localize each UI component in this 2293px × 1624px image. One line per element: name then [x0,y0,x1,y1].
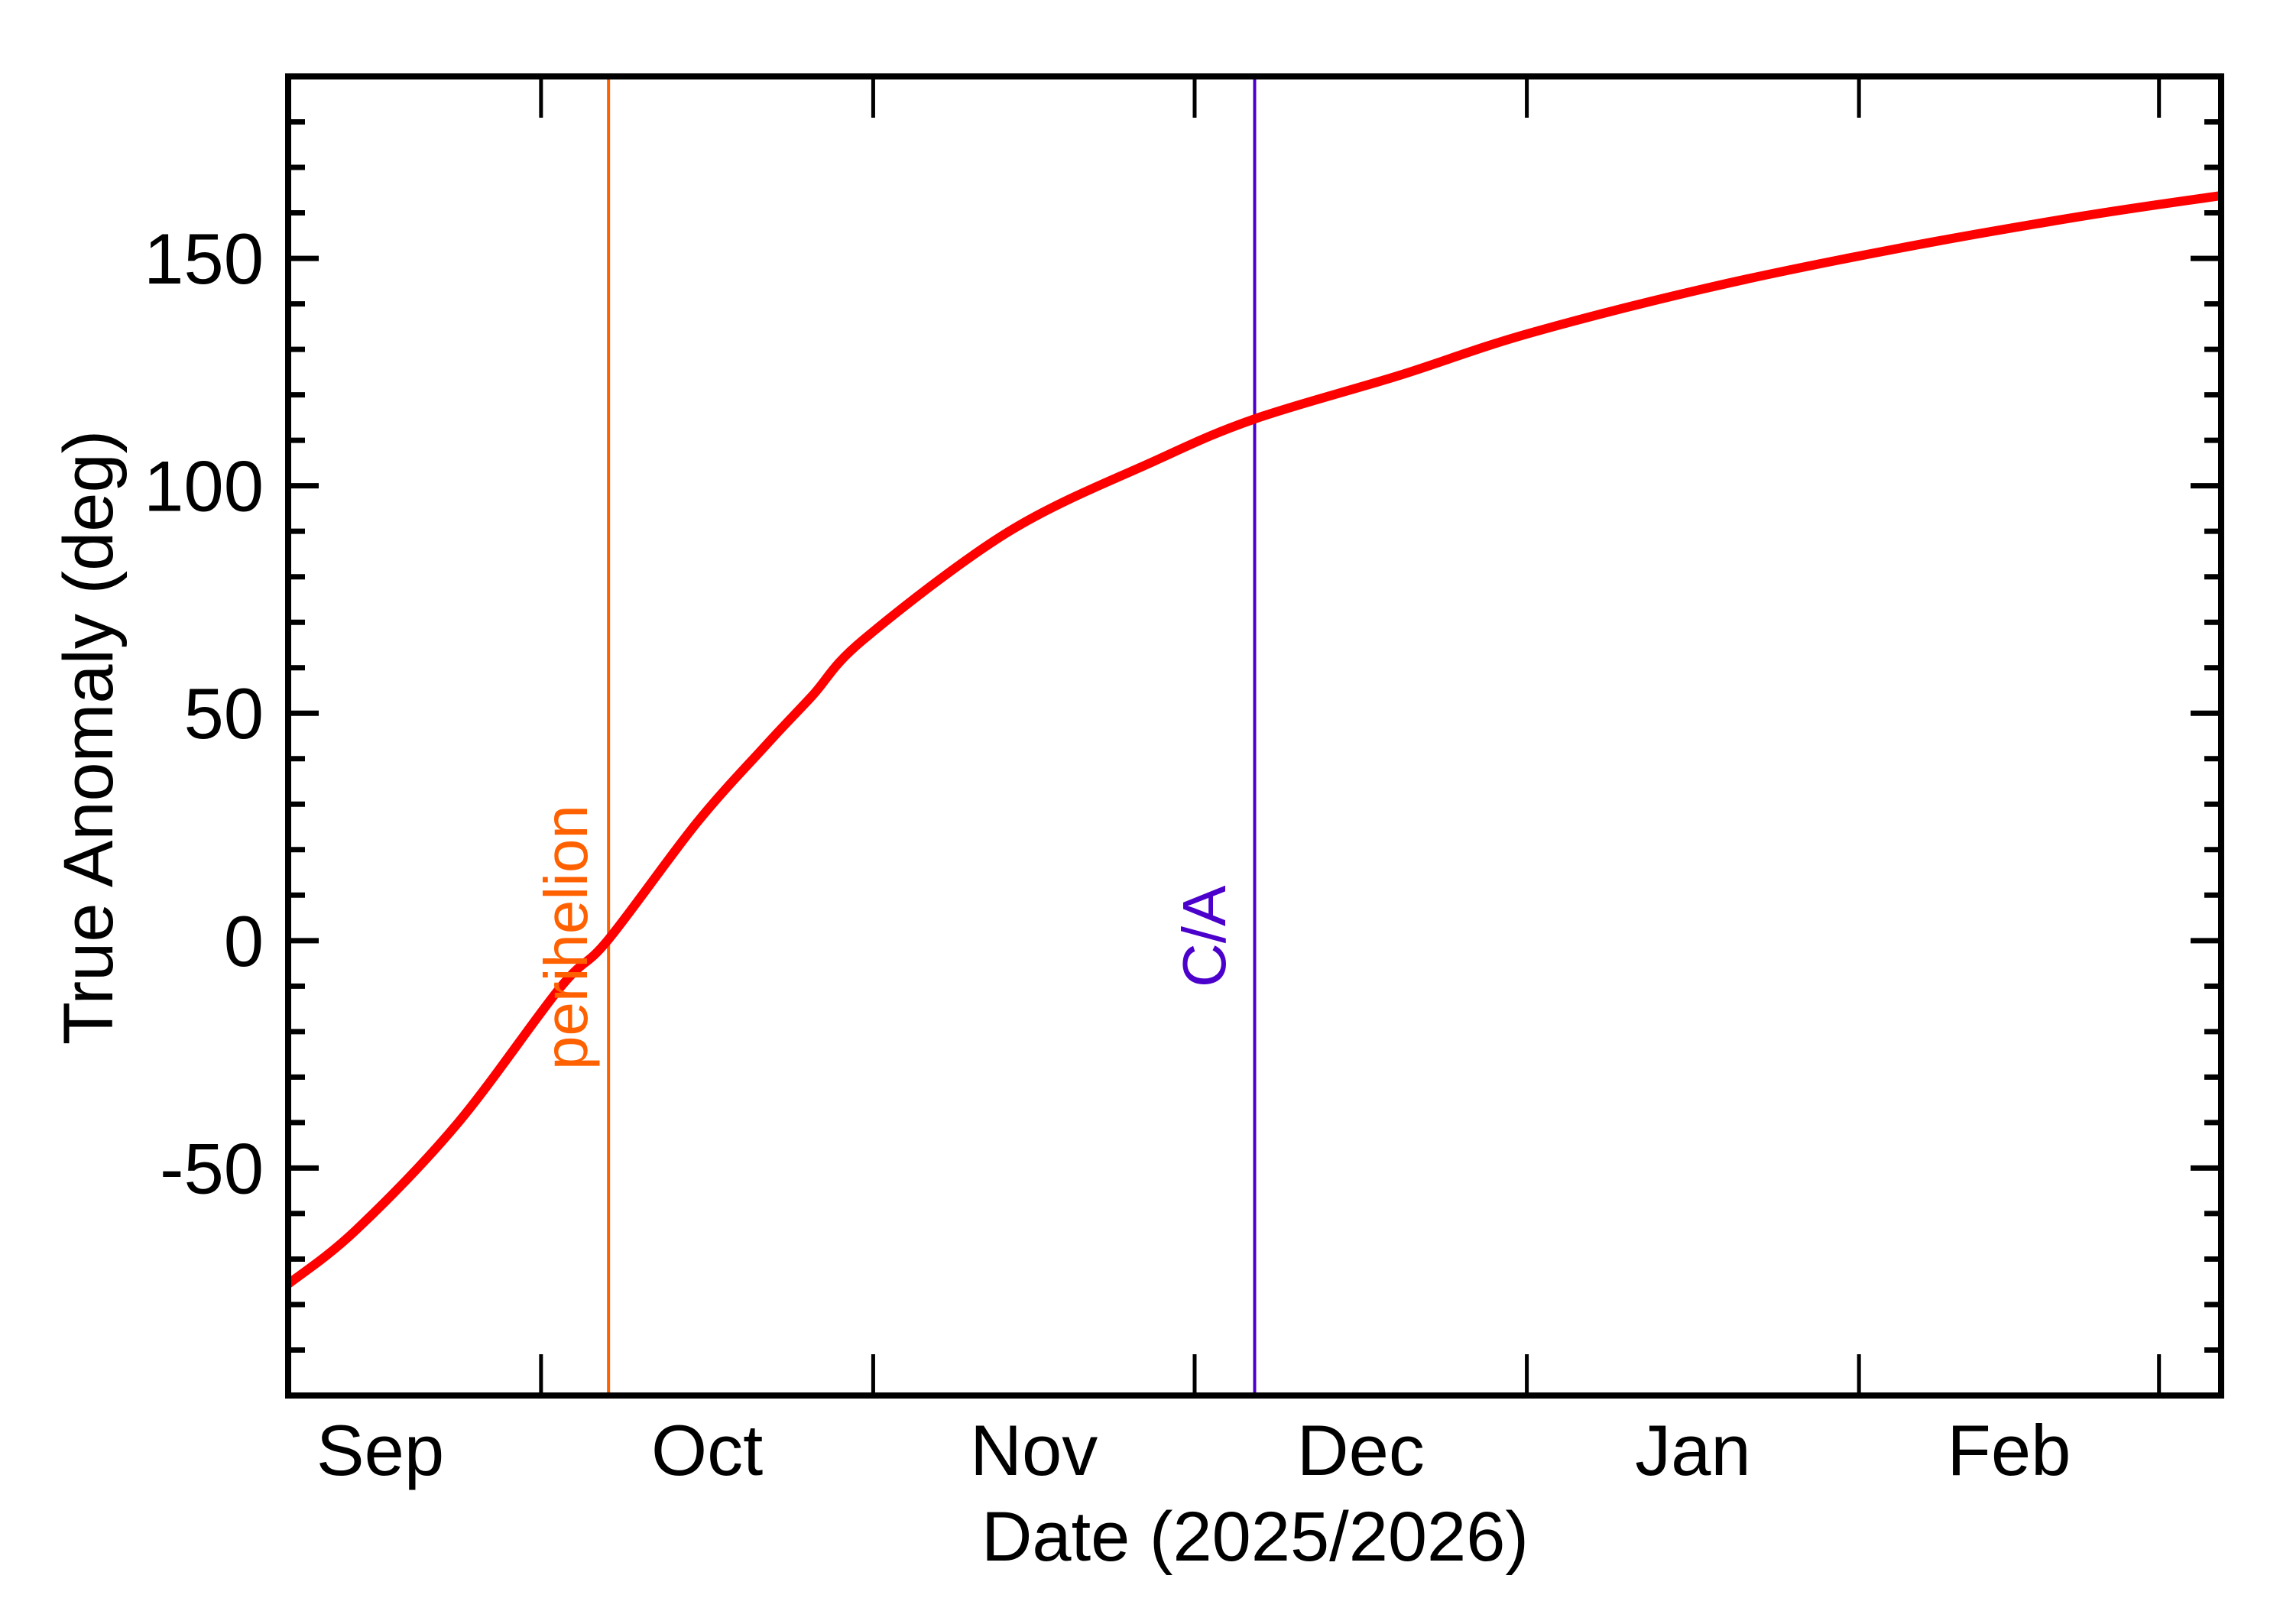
closest-approach-label: C/A [1170,885,1238,987]
true-anomaly-curve [288,190,2221,1288]
y-axis-ticks [288,119,2221,1353]
y-tick-label: 150 [144,219,264,299]
x-month-label: Sep [316,1410,444,1490]
y-axis-tick-labels: -50 0 50 100 150 [144,219,264,1208]
x-axis-ticks [539,76,2162,1395]
x-month-label: Dec [1297,1410,1425,1490]
y-axis-title: True Anomaly (deg) [50,430,128,1045]
x-month-label: Feb [1947,1410,2071,1490]
x-axis-month-labels: Sep Oct Nov Dec Jan Feb [316,1410,2071,1490]
x-month-label: Jan [1635,1410,1751,1490]
y-tick-label: 0 [224,901,264,981]
y-tick-label: 50 [183,673,264,754]
perihelion-label: perihelion [532,805,600,1070]
x-month-label: Oct [651,1410,763,1490]
y-tick-label: 100 [144,446,264,527]
x-month-label: Nov [970,1410,1098,1490]
y-tick-label: -50 [160,1128,264,1208]
x-axis-title: Date (2025/2026) [981,1498,1529,1576]
plot-area-frame [285,73,2224,1399]
annotation-lines [607,76,1257,1395]
data-series [288,190,2221,1288]
